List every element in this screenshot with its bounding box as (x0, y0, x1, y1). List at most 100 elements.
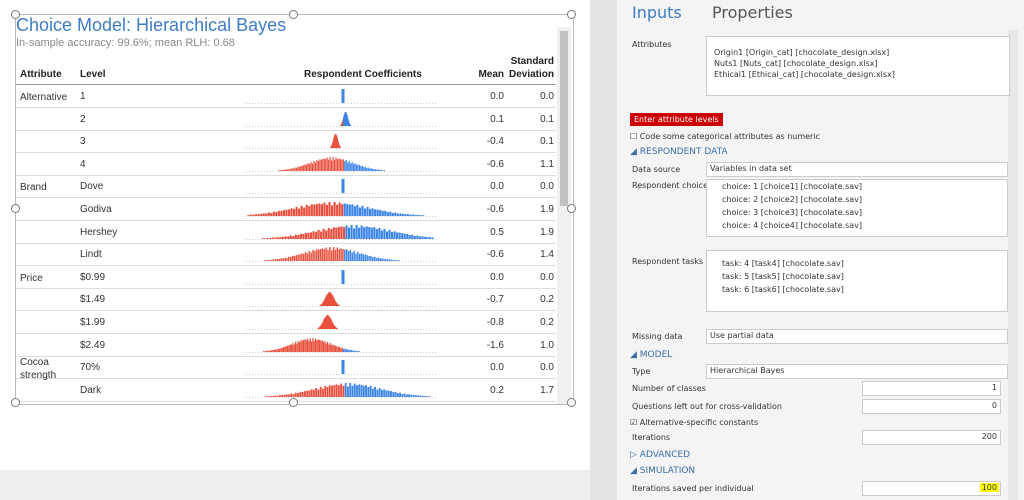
coef-bar (299, 341, 301, 352)
section[interactable]: ▷ ADVANCED (630, 450, 691, 460)
section[interactable]: ◢ RESPONDENT DATA (630, 147, 728, 157)
coef-bar (321, 339, 323, 352)
coef-bar (328, 385, 331, 397)
list-item[interactable]: choice: 4 [choice4] [chocolate.sav] (722, 221, 862, 230)
handle[interactable] (11, 398, 20, 407)
list[interactable] (706, 250, 1008, 312)
handle[interactable] (289, 398, 298, 407)
list[interactable] (706, 36, 1010, 96)
select[interactable]: Variables in data set (706, 162, 1008, 177)
level: Dark (80, 384, 102, 396)
coef-bar (300, 165, 302, 171)
section-title: SIMULATION (639, 466, 696, 476)
list[interactable] (706, 179, 1008, 237)
coef-bar (306, 164, 308, 171)
coef-bar (351, 161, 353, 171)
panel-scrollbar[interactable] (1008, 30, 1018, 500)
coef-bar (347, 162, 349, 171)
handle[interactable] (567, 10, 576, 19)
coef-bar (339, 147, 341, 149)
histogram (246, 382, 436, 398)
list-item[interactable]: choice: 1 [choice1] [chocolate.sav] (722, 182, 862, 191)
handle[interactable] (289, 10, 298, 19)
sd: 0.0 (540, 362, 554, 374)
coef-bar (329, 247, 331, 262)
number-input[interactable]: 100 (862, 481, 1001, 496)
histogram (246, 269, 436, 285)
coef-bar (361, 165, 363, 171)
level: 1 (80, 91, 86, 102)
section[interactable]: ◢ SIMULATION (630, 466, 696, 476)
coef-bar (367, 386, 370, 397)
handle[interactable] (567, 204, 576, 213)
list-item[interactable]: choice: 2 [choice2] [chocolate.sav] (722, 195, 862, 204)
number-input[interactable]: 200 (862, 430, 1001, 445)
list-item[interactable]: Origin1 [Origin_cat] [chocolate_design.x… (714, 48, 890, 57)
list-item[interactable]: Nuts1 [Nuts_cat] [chocolate_design.xlsx] (714, 59, 878, 68)
coef-bar (320, 231, 323, 239)
checkbox[interactable]: ☐ Code some categorical attributes as nu… (630, 132, 820, 141)
checkbox[interactable]: ☑ Alternative-specific constants (630, 418, 759, 427)
histogram (246, 224, 436, 240)
coef-bar (366, 207, 369, 216)
tab[interactable]: Inputs (632, 3, 682, 22)
number-input[interactable]: 1 (862, 381, 1001, 396)
scrollbar[interactable] (557, 27, 571, 404)
coef-bar (265, 350, 267, 352)
coef-bar (271, 349, 273, 352)
select[interactable]: Hierarchical Bayes (706, 364, 1008, 379)
coef-bar (276, 395, 279, 397)
coef-bar (360, 165, 362, 171)
handle[interactable] (567, 398, 576, 407)
select[interactable]: Use partial data (706, 329, 1008, 344)
table-row: $1.49 -0.7 0.2 (16, 288, 556, 312)
coef-bar (336, 328, 338, 329)
coef-bar (378, 227, 381, 239)
coef-bar (281, 394, 284, 397)
coef-bar (336, 345, 338, 352)
input-value: 1 (991, 383, 997, 392)
coef-bar (338, 305, 340, 307)
coef-bar (271, 237, 275, 239)
coef-bar (291, 168, 293, 171)
coef-bar (353, 163, 355, 171)
list-item[interactable]: task: 4 [task4] [chocolate.sav] (722, 259, 844, 268)
coef-bar (311, 341, 313, 352)
coef-bar (390, 259, 393, 262)
coef-bar (380, 230, 383, 239)
number-input[interactable]: 0 (862, 399, 1001, 414)
coef-bar (374, 386, 377, 397)
handle[interactable] (11, 204, 20, 213)
coef-bar (315, 204, 318, 216)
section[interactable]: ◢ MODEL (630, 350, 673, 360)
handle[interactable] (11, 10, 20, 19)
coef-bar (287, 236, 290, 239)
coef-bar (294, 167, 296, 171)
coef-bar (421, 395, 424, 397)
label: Type (632, 367, 651, 376)
coef-bar (370, 168, 372, 171)
coef-bar (274, 237, 277, 239)
table-row: Price $0.99 0.0 0.0 (16, 266, 556, 289)
coef-bar (336, 158, 339, 171)
tab[interactable]: Properties (712, 3, 793, 22)
list-item[interactable]: task: 6 [task6] [chocolate.sav] (722, 285, 844, 294)
coef-bar (328, 202, 331, 216)
list-item[interactable]: choice: 3 [choice3] [chocolate.sav] (722, 208, 862, 217)
coef-bar (339, 346, 341, 352)
coef-bar (369, 208, 372, 216)
coef-bar (282, 169, 284, 171)
coef-bar (336, 204, 339, 216)
label: Attributes (632, 40, 672, 49)
list-item[interactable]: Ethical1 [Ethical_cat] [chocolate_design… (714, 70, 895, 79)
coef-bar (310, 204, 313, 216)
coef-bar (387, 390, 390, 397)
coef-bar (345, 349, 347, 352)
label: Missing data (632, 332, 683, 341)
output-table[interactable]: Choice Model: Hierarchical Bayes In-samp… (15, 14, 574, 405)
list-item[interactable]: task: 5 [task5] [chocolate.sav] (722, 272, 844, 281)
coef-bar (363, 226, 366, 239)
coef-bar (403, 393, 406, 397)
button[interactable]: Enter attribute levels (630, 113, 723, 126)
coef-bar (391, 231, 394, 239)
